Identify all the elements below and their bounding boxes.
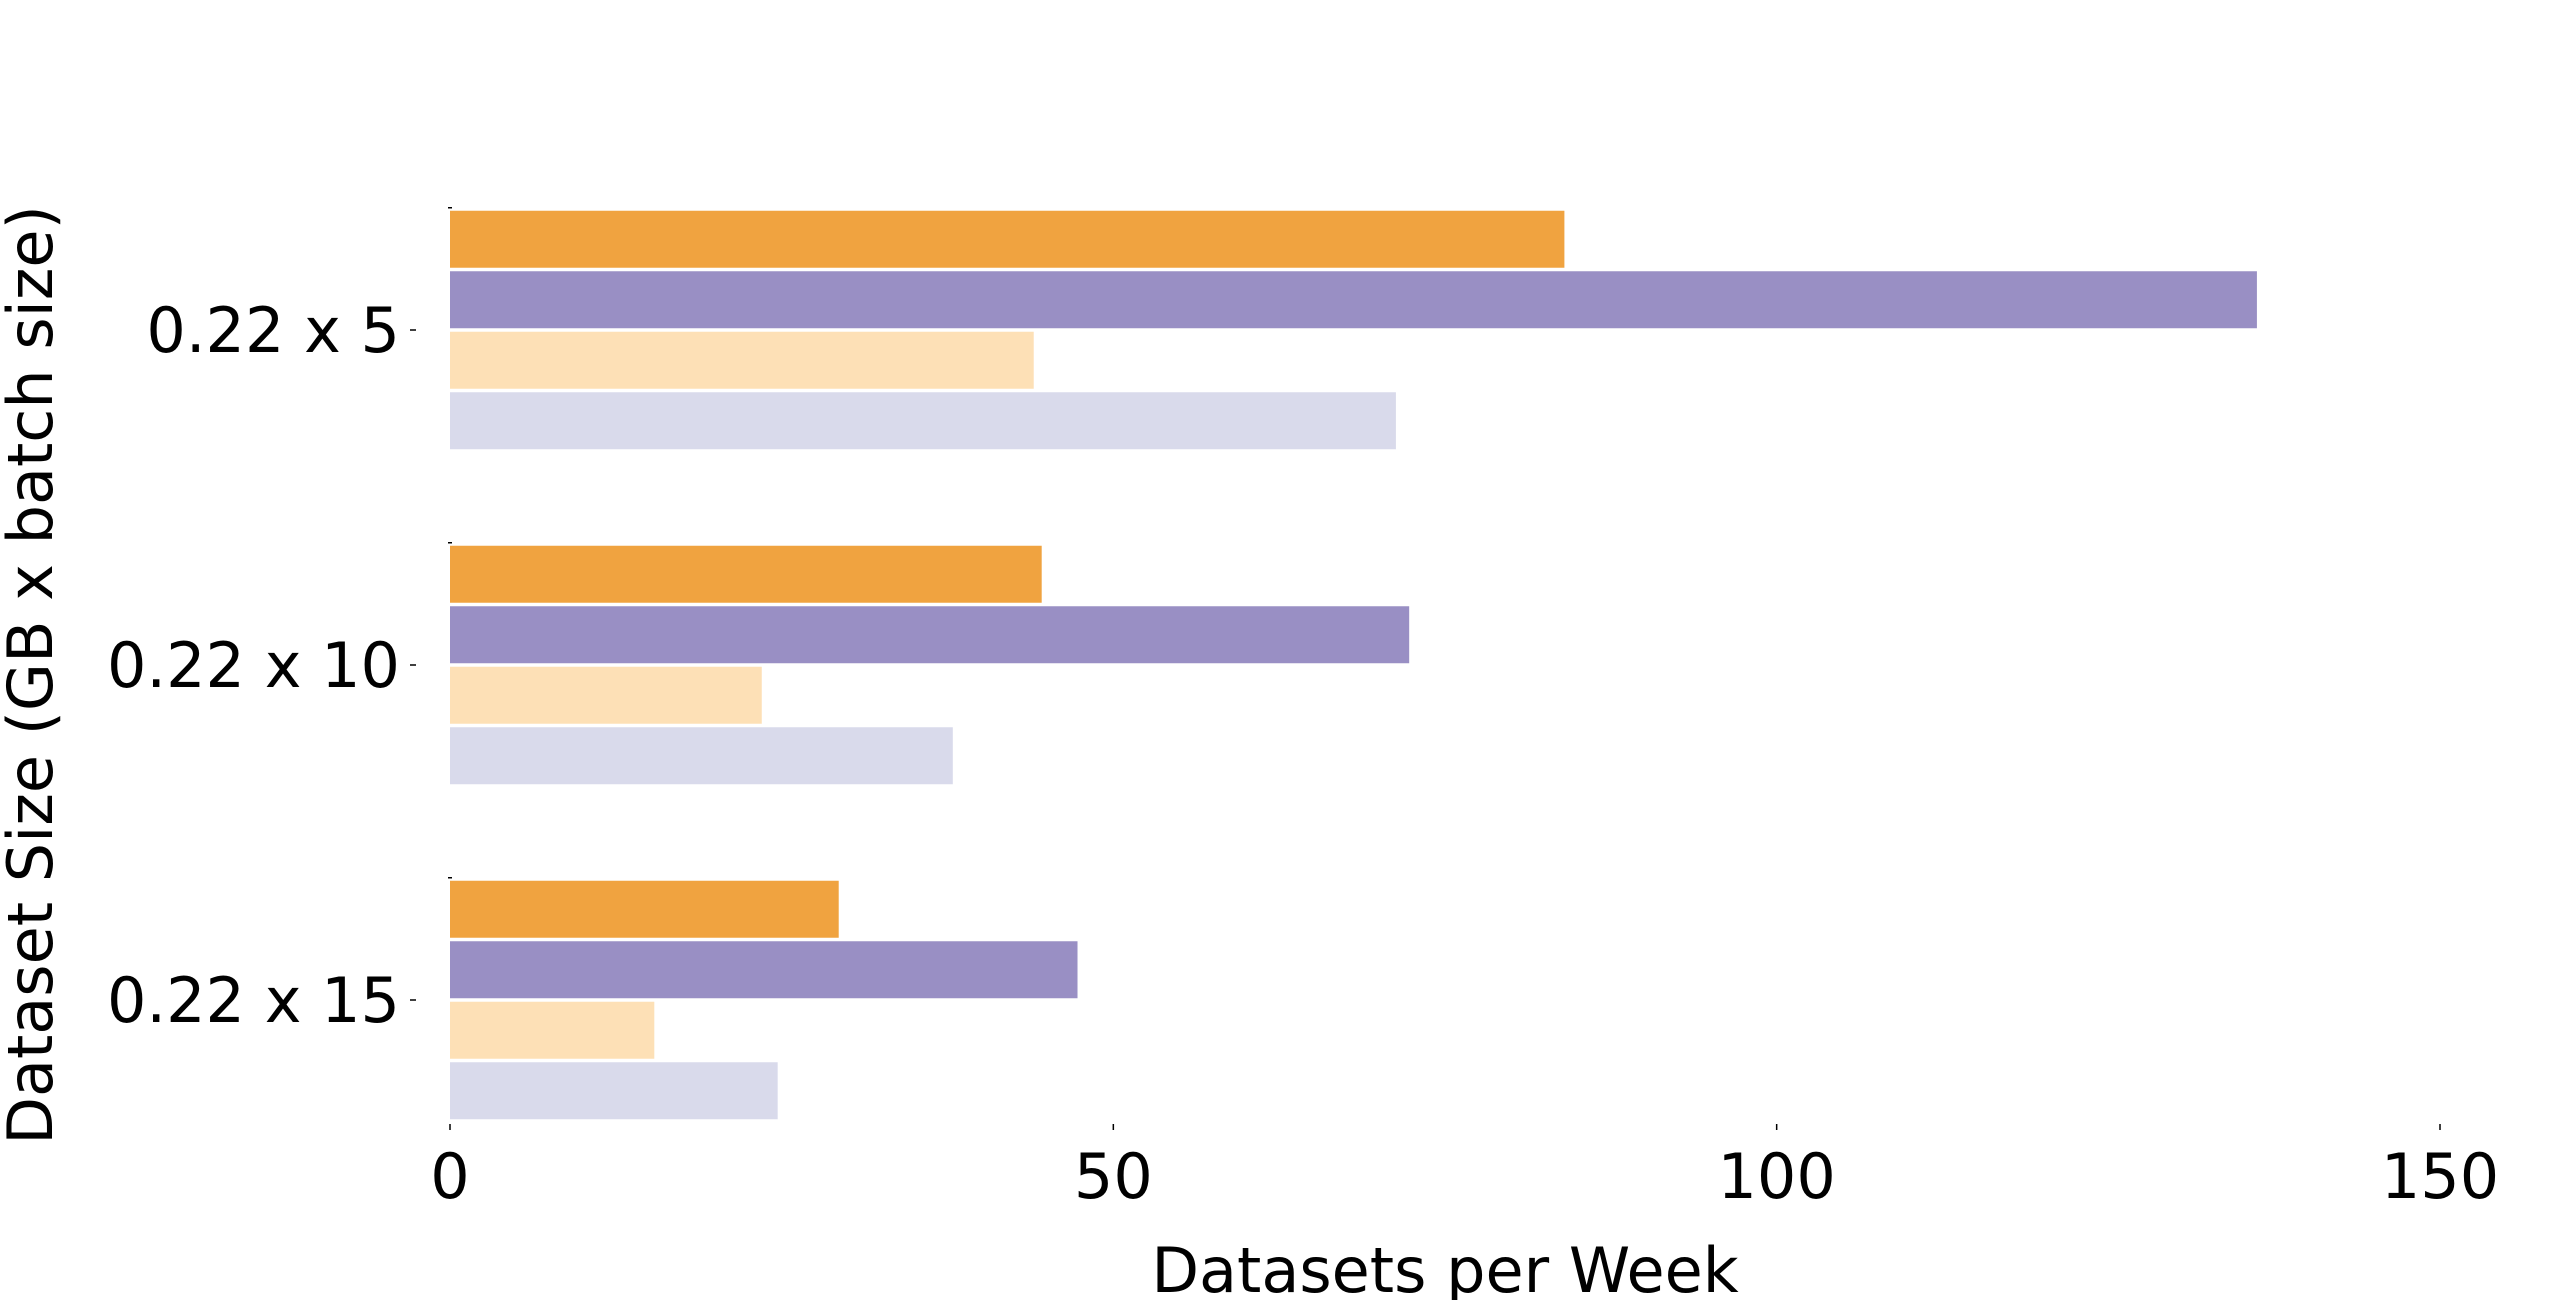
y-tick-label: 0.22 x 10	[107, 629, 400, 702]
bar-series-1-2	[450, 546, 1042, 603]
bar-series-3-2	[450, 667, 762, 724]
y-axis: 0.22 x 5 0.22 x 10 0.22 x 15	[107, 208, 452, 1037]
bar-series-2-2	[450, 606, 1409, 663]
y-axis-label: Dataset Size (GB x batch size)	[0, 205, 67, 1145]
x-tick-label: 50	[1074, 1140, 1153, 1213]
y-tick-label: 0.22 x 15	[107, 964, 400, 1037]
x-tick-label: 0	[430, 1140, 469, 1213]
x-axis-label: Datasets per Week	[1151, 1234, 1738, 1300]
y-tick-label: 0.22 x 5	[146, 294, 400, 367]
bar-series-4-2	[450, 727, 953, 784]
bar-series-4-1	[450, 392, 1396, 449]
bar-series-2-3	[450, 941, 1078, 998]
bar-series-3-1	[450, 332, 1034, 389]
bars-layer	[450, 211, 2257, 1120]
x-tick-label: 150	[2381, 1140, 2499, 1213]
bar-series-4-3	[450, 1062, 778, 1119]
bar-series-3-3	[450, 1002, 654, 1059]
x-axis: 0 50 100 150	[430, 1124, 2499, 1213]
x-tick-label: 100	[1717, 1140, 1835, 1213]
bar-series-1-1	[450, 211, 1564, 268]
bar-series-1-3	[450, 881, 839, 938]
bar-series-2-1	[450, 271, 2257, 328]
